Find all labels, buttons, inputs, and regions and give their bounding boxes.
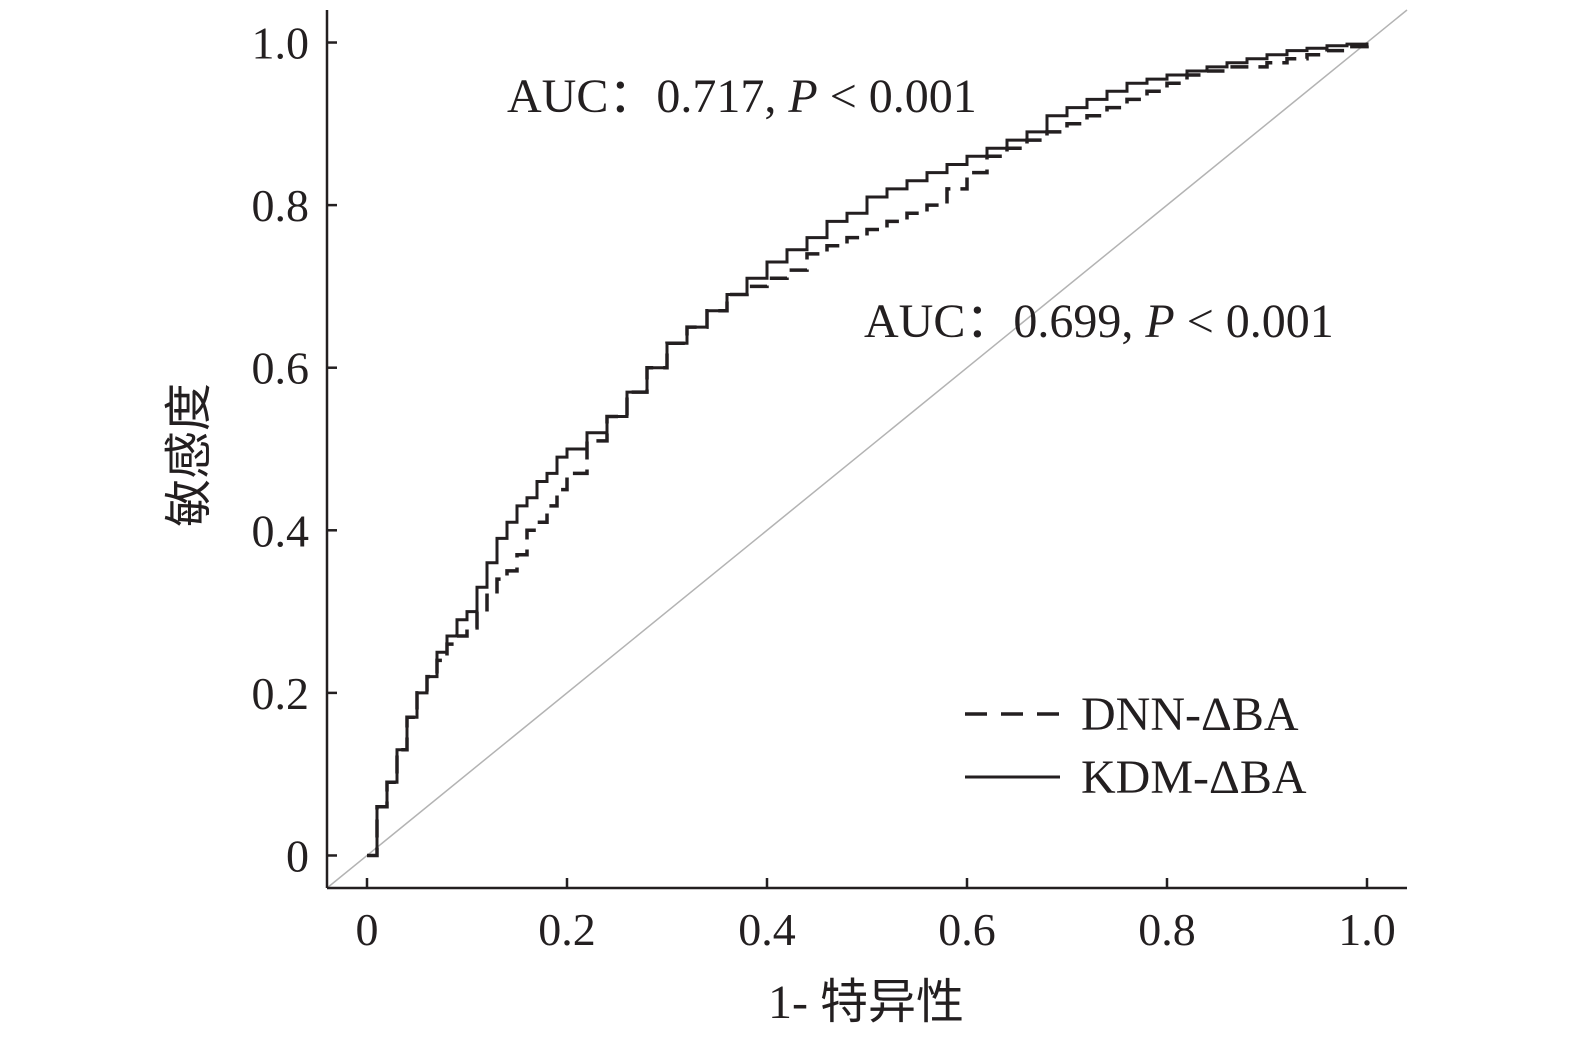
auc-value: 0.717	[656, 70, 764, 123]
y-tick-label: 1.0	[252, 18, 310, 69]
reference-diagonal-line	[326, 9, 1408, 889]
y-tick-label: 0.6	[252, 343, 310, 394]
x-tick-label: 0.8	[1138, 904, 1196, 955]
auc-value: 0.699	[1013, 295, 1121, 348]
auc-annotation-dnn: AUC：0.699, P < 0.001	[864, 295, 1334, 348]
p-rest: < 0.001	[1175, 295, 1334, 348]
legend-item-dnn: DNN-ΔBA	[965, 688, 1299, 741]
y-tick-label: 0.4	[252, 505, 310, 556]
y-axis-label: 敏感度	[163, 383, 216, 527]
annotation-layer: AUC：0.717, P < 0.001 AUC：0.699, P < 0.00…	[507, 70, 1334, 348]
x-tick-label: 0	[356, 904, 379, 955]
legend-label-dnn: DNN-ΔBA	[1081, 688, 1299, 741]
y-tick-label: 0.8	[252, 180, 310, 231]
auc-label: AUC	[507, 70, 608, 123]
auc-comma: ,	[764, 70, 788, 123]
axes-layer	[325, 10, 1407, 890]
x-tick-label: 1.0	[1338, 904, 1396, 955]
legend: DNN-ΔBA KDM-ΔBA	[965, 688, 1307, 804]
p-rest: < 0.001	[818, 70, 977, 123]
reference-line-layer	[326, 9, 1408, 889]
series-layer	[367, 42, 1369, 858]
auc-sep: ：	[965, 295, 1013, 348]
ticks-layer: 0 0.2 0.4 0.6 0.8 1.0 0 0.2 0.4 0.6 0.8 1.0	[252, 18, 1396, 955]
x-tick-label: 0.2	[538, 904, 596, 955]
auc-label: AUC	[864, 295, 965, 348]
auc-sep: ：	[608, 70, 656, 123]
y-tick-label: 0.2	[252, 668, 310, 719]
auc-annotation-kdm: AUC：0.717, P < 0.001	[507, 70, 977, 123]
roc-curve-kdm	[367, 42, 1369, 857]
legend-item-kdm: KDM-ΔBA	[965, 751, 1307, 804]
p-symbol: P	[1144, 295, 1174, 348]
auc-comma: ,	[1121, 295, 1145, 348]
x-axis-label: 1- 特异性	[768, 976, 964, 1029]
x-tick-label: 0.4	[738, 904, 796, 955]
legend-label-kdm: KDM-ΔBA	[1081, 751, 1307, 804]
p-symbol: P	[787, 70, 817, 123]
x-tick-label: 0.6	[938, 904, 996, 955]
y-tick-label: 0	[286, 830, 309, 881]
